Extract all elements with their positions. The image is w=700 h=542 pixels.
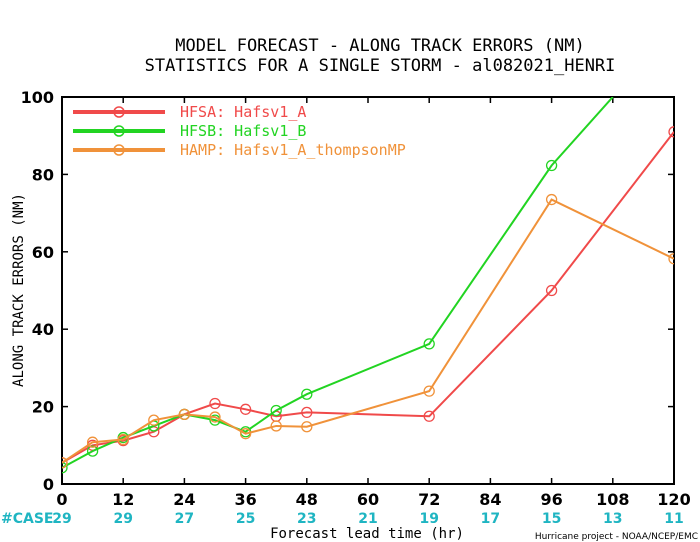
legend-entry: HAMP: Hafsv1_A_thompsonMP: [180, 141, 406, 159]
case-count: 29: [113, 511, 132, 527]
x-tick-label: 36: [234, 490, 256, 509]
legend-entry: HFSB: Hafsv1_B: [180, 122, 306, 140]
case-count: 19: [419, 511, 438, 527]
y-tick-label: 20: [32, 398, 54, 417]
series-point: [148, 414, 160, 426]
case-count: 25: [236, 511, 255, 527]
case-count: 29: [52, 511, 71, 527]
series-line: [62, 198, 674, 464]
case-label: #CASE: [1, 511, 54, 527]
legend-entry: HFSA: Hafsv1_A: [180, 103, 306, 121]
x-tick-label: 0: [56, 490, 67, 509]
x-tick-label: 24: [173, 490, 195, 509]
case-count: 15: [542, 511, 561, 527]
series-point: [423, 385, 435, 397]
legend-marker: [113, 106, 125, 118]
x-tick-label: 96: [540, 490, 562, 509]
y-tick-label: 0: [43, 475, 54, 494]
series-point: [86, 436, 99, 448]
x-tick-label: 48: [296, 490, 318, 509]
series-point: [301, 406, 313, 419]
x-tick-label: 60: [357, 490, 379, 509]
case-count: 11: [664, 511, 683, 527]
y-tick-label: 100: [21, 88, 54, 107]
series-3: [62, 193, 674, 469]
series-point: [423, 410, 435, 422]
series-layer: [62, 97, 674, 474]
series-point: [209, 397, 221, 410]
x-axis-label: Forecast lead time (hr): [270, 526, 464, 542]
series-point: [86, 445, 99, 457]
chart-title: MODEL FORECAST - ALONG TRACK ERRORS (NM): [175, 36, 584, 56]
series-point: [239, 403, 252, 415]
legend-marker: [113, 144, 125, 156]
series-point: [668, 126, 674, 138]
x-tick-label: 120: [657, 490, 690, 509]
series-point: [62, 457, 68, 469]
case-count: 23: [297, 511, 316, 527]
series-point: [178, 408, 191, 420]
chart-subtitle: STATISTICS FOR A SINGLE STORM - al082021…: [145, 56, 616, 76]
series-point: [545, 284, 558, 297]
series-point: [545, 159, 558, 172]
series-point: [209, 411, 221, 423]
legend-marker: [113, 125, 125, 137]
series-point: [301, 421, 313, 433]
series-point: [668, 253, 674, 265]
x-tick-label: 12: [112, 490, 134, 509]
case-count: 27: [175, 511, 194, 527]
series-point: [62, 462, 68, 474]
series-point: [545, 193, 558, 206]
x-axis: 0 12 24 36 48 60 72 84 96 108 120: [56, 97, 691, 509]
y-axis: 0 20 40 60 80 100: [21, 88, 674, 494]
case-count: 17: [481, 511, 500, 527]
series-point: [270, 420, 282, 432]
case-count: 21: [358, 511, 377, 527]
y-axis-label: ALONG TRACK ERRORS (NM): [11, 193, 27, 387]
series-point: [239, 428, 252, 440]
x-tick-label: 84: [479, 490, 501, 509]
x-tick-label: 72: [418, 490, 440, 509]
credit-text: Hurricane project - NOAA/NCEP/EMC: [535, 532, 698, 542]
x-tick-label: 108: [596, 490, 629, 509]
series-point: [423, 338, 435, 350]
series-line: [62, 131, 674, 464]
series-point: [270, 404, 282, 417]
y-tick-label: 80: [32, 165, 54, 184]
y-tick-label: 40: [32, 320, 54, 339]
series-point: [117, 433, 129, 446]
case-count: 13: [603, 511, 622, 527]
series-point: [301, 388, 313, 400]
y-tick-label: 60: [32, 243, 54, 262]
